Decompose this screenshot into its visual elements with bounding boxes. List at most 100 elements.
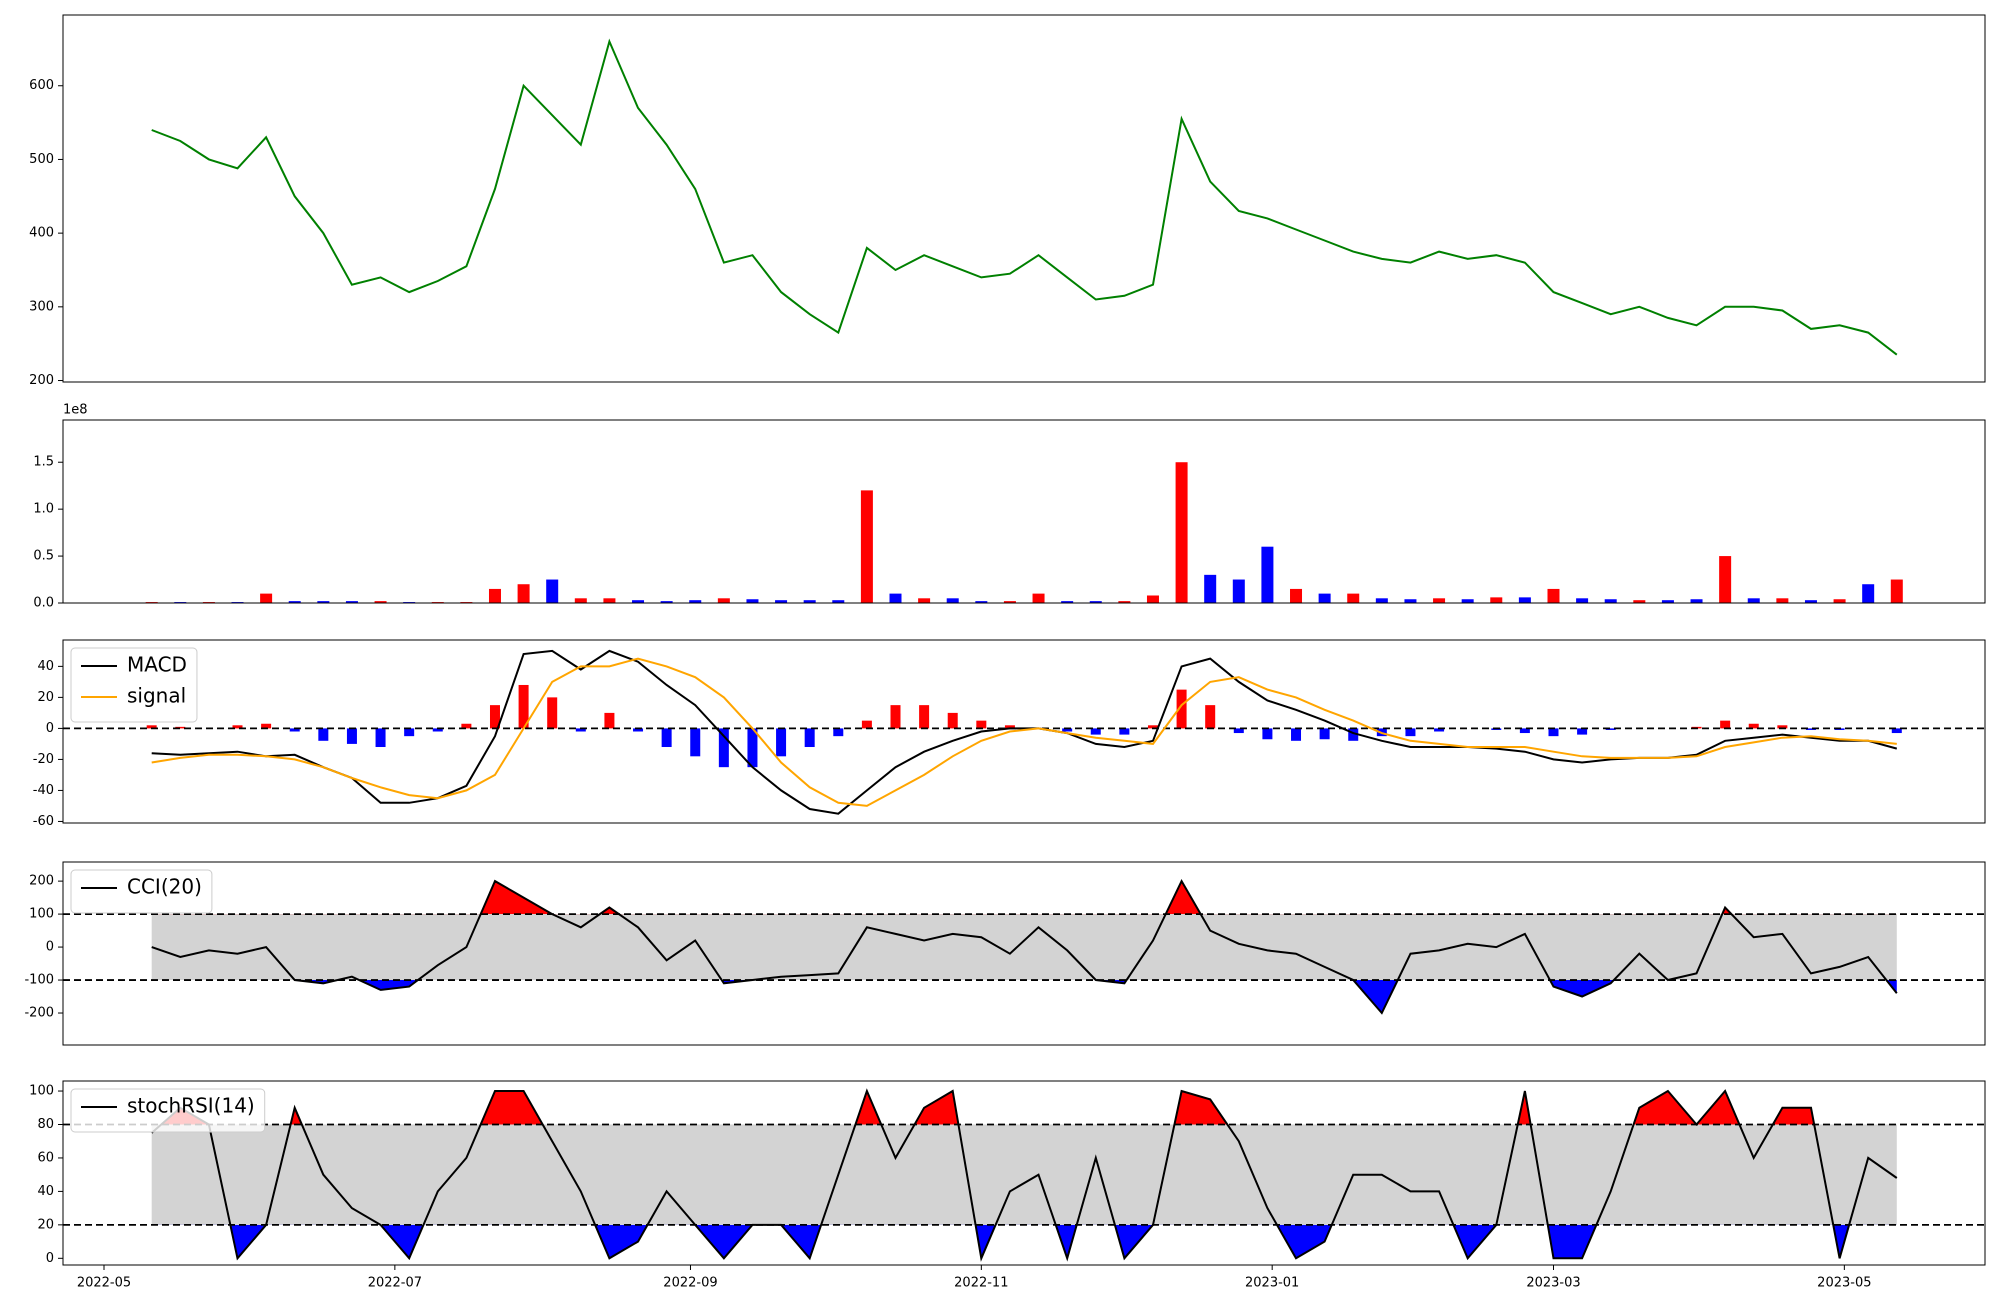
legend-label: MACD — [127, 653, 187, 677]
y-tick-label: 20 — [37, 690, 54, 705]
bar — [288, 601, 301, 603]
plot-frame — [62, 861, 1986, 1046]
histogram-bar — [690, 728, 701, 757]
histogram-bar — [461, 723, 472, 729]
histogram-bar — [1405, 728, 1416, 737]
histogram-bar — [432, 728, 443, 732]
plot-frame — [62, 14, 1986, 383]
bar — [1003, 601, 1016, 603]
y-tick-label: 60 — [37, 1150, 54, 1165]
above-fill — [161, 1091, 1815, 1125]
histogram-bar — [976, 720, 987, 729]
histogram-bar — [1777, 725, 1788, 729]
bar — [1804, 600, 1817, 603]
histogram-bar — [1233, 728, 1244, 734]
histogram-bar — [919, 705, 930, 729]
bar — [1204, 574, 1217, 603]
y-tick-label: 80 — [37, 1117, 54, 1132]
bar — [1404, 599, 1417, 603]
histogram-bar — [661, 728, 672, 748]
histogram-bar — [547, 697, 558, 729]
series-line — [151, 878, 1898, 1015]
x-tick-label: 2022-11 — [954, 1276, 1008, 1291]
histogram-bar — [175, 726, 186, 729]
bar — [689, 600, 702, 603]
histogram-bar — [1519, 728, 1530, 734]
bar — [632, 600, 645, 603]
histogram-bar — [518, 684, 529, 729]
histogram-bar — [1434, 728, 1445, 732]
series-line — [151, 657, 1897, 807]
histogram-bar — [1548, 728, 1559, 737]
histogram-bar — [1291, 728, 1302, 741]
y-tick-label: 200 — [29, 874, 54, 889]
y-tick-label: 100 — [29, 907, 54, 922]
bar — [1862, 584, 1875, 603]
y-tick-label: 1.5 — [33, 455, 54, 470]
x-tick-label: 2023-01 — [1245, 1276, 1299, 1291]
panel: 0.0 0.5 1.0 1.5 1e8 — [33, 403, 1986, 611]
histogram-bar — [375, 728, 386, 748]
legend-box — [70, 1088, 266, 1133]
histogram-bar — [947, 712, 958, 729]
bar — [803, 600, 816, 603]
y-tick-label: 0.0 — [33, 596, 54, 611]
bar — [1604, 599, 1617, 603]
bar — [946, 598, 959, 603]
y-tick-label: 100 — [29, 1084, 54, 1099]
histogram-bar — [1004, 725, 1015, 729]
bar — [1690, 599, 1703, 603]
legend: stochRSI(14) — [70, 1088, 266, 1133]
bar — [1719, 556, 1732, 603]
legend-label: stochRSI(14) — [127, 1094, 255, 1118]
above-fill — [151, 881, 1897, 915]
y-tick-label: 600 — [29, 78, 54, 93]
bar — [546, 579, 559, 603]
neutral-band — [151, 914, 1897, 981]
bar — [1261, 546, 1274, 603]
legend-box — [70, 869, 213, 914]
plot-frame — [62, 1080, 1986, 1266]
histogram-bar — [146, 725, 157, 729]
series-line — [151, 1088, 1898, 1262]
histogram-bar — [1062, 728, 1073, 732]
histogram-bar — [776, 728, 787, 757]
bar — [832, 600, 845, 603]
y-tick-label: -60 — [33, 814, 54, 829]
histogram-bar — [861, 720, 872, 729]
histogram-bar — [1262, 728, 1273, 740]
y-tick-label: 40 — [37, 1184, 54, 1199]
histogram-bar — [1119, 728, 1130, 735]
panel: -60 -40 -20 0 20 40 MACD signal — [33, 639, 1986, 829]
histogram-bar — [489, 705, 500, 729]
bar — [488, 588, 501, 603]
x-tick-label: 2023-05 — [1817, 1276, 1871, 1291]
bar — [1032, 593, 1045, 603]
bar — [1833, 599, 1846, 603]
bar — [1318, 593, 1331, 603]
panel: 0 20 40 60 80 100 2022-05 2022-07 2022-09 2022-11… — [29, 1080, 1986, 1291]
bar — [1433, 598, 1446, 603]
bar — [345, 601, 358, 603]
histogram-bar — [404, 728, 415, 737]
bar — [717, 598, 730, 603]
histogram-bar — [1891, 728, 1902, 734]
y-tick-label: 40 — [37, 659, 54, 674]
legend-label: CCI(20) — [127, 875, 202, 899]
bar — [317, 601, 330, 603]
bar — [517, 584, 530, 603]
bar — [1633, 600, 1646, 603]
bar — [1547, 588, 1560, 603]
histogram-bar — [1805, 728, 1816, 730]
histogram-bar — [718, 728, 729, 768]
bar — [660, 601, 673, 603]
legend: MACD signal — [70, 647, 198, 723]
bar — [1118, 601, 1131, 603]
bar — [1061, 601, 1074, 603]
x-tick-label: 2022-07 — [368, 1276, 422, 1291]
y-tick-label: 300 — [29, 299, 54, 314]
bar — [374, 601, 387, 603]
bar — [1175, 462, 1188, 603]
